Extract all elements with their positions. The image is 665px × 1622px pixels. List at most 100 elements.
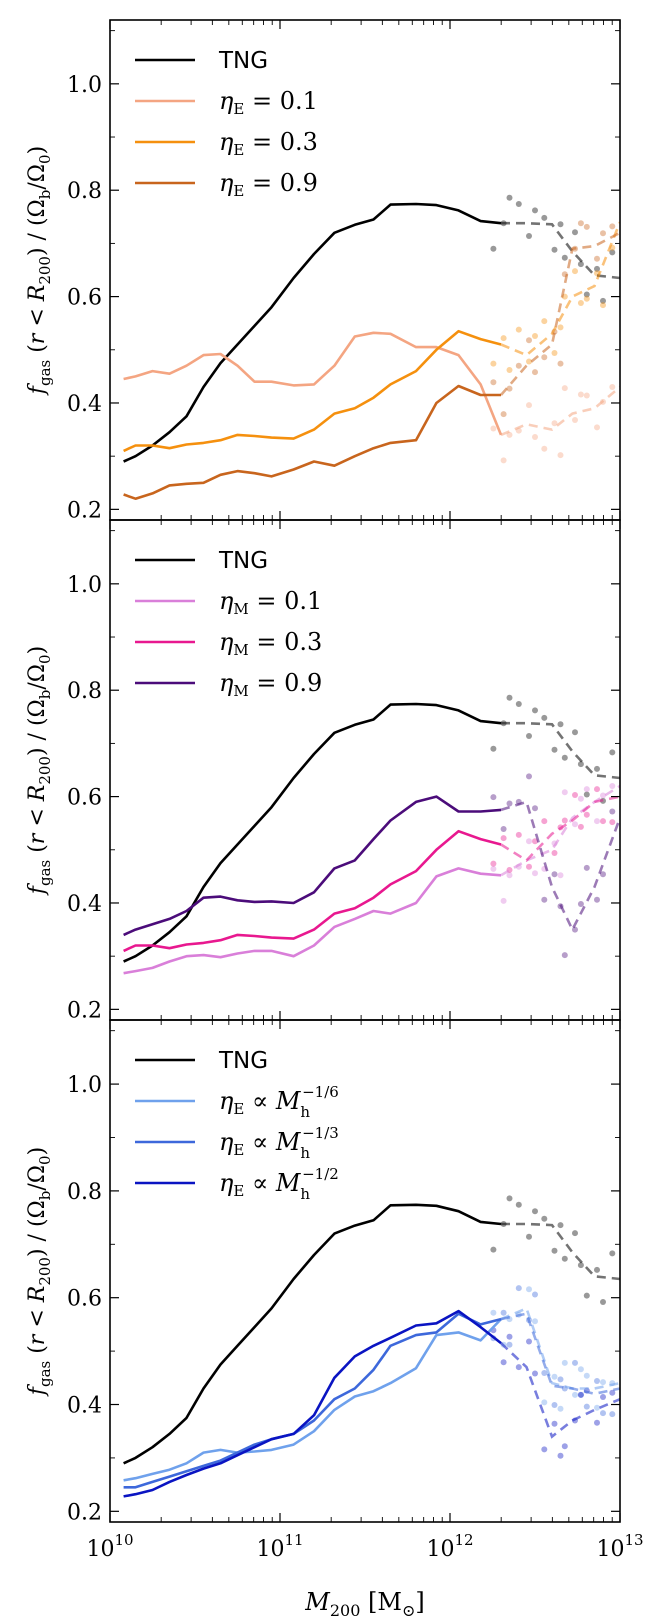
series-dashed-middle-0: [501, 721, 620, 780]
scatter-point: [541, 1215, 548, 1222]
scatter-point: [551, 350, 558, 356]
scatter-point: [561, 254, 568, 261]
scatter-point: [577, 261, 584, 268]
xtick-label-0: 1010: [86, 1531, 133, 1562]
scatter-point: [626, 1396, 632, 1402]
ylabel-bottom: fgas (r < R200) / (Ωb/Ω0): [25, 1147, 54, 1397]
scatter-point: [532, 333, 538, 339]
scatter-point: [583, 864, 590, 871]
legend-label-middle-2: ηM = 0.3: [219, 628, 322, 659]
scatter-point: [626, 256, 632, 262]
scatter-point: [490, 865, 497, 872]
scatter-point: [572, 1391, 578, 1398]
scatter-point: [526, 1233, 532, 1240]
ytick-label-top-2: 0.6: [67, 286, 102, 311]
scatter-point: [577, 795, 584, 802]
scatter-point: [506, 194, 513, 201]
scatter-point: [532, 1208, 538, 1215]
scatter-point: [532, 870, 538, 877]
ylabel-middle: fgas (r < R200) / (Ωb/Ω0): [25, 646, 54, 896]
series-line-middle-2: [123, 829, 502, 953]
legend-label-middle-0: TNG: [218, 548, 268, 574]
scatter-point: [600, 1379, 606, 1386]
scatter-point: [515, 362, 522, 369]
scatter-point: [515, 831, 522, 838]
scatter-point: [541, 214, 548, 221]
scatter-point: [506, 800, 513, 807]
series-line-top-3: [123, 384, 501, 501]
scatter-point: [557, 452, 564, 459]
series-dashed-bottom-2: [500, 1312, 620, 1396]
scatter-point: [541, 818, 548, 825]
legend-label-bottom-0: TNG: [218, 1048, 268, 1074]
scatter-point: [515, 1285, 522, 1292]
scatter-point: [600, 297, 606, 304]
scatter-point: [506, 872, 513, 879]
scatter-point: [490, 860, 497, 867]
scatter-point: [594, 265, 600, 272]
legend-label-top-0: TNG: [218, 48, 268, 74]
scatter-point: [551, 1247, 558, 1254]
scatter-point: [600, 1410, 606, 1417]
scatter-point: [594, 255, 600, 262]
scatter-point: [557, 721, 564, 728]
scatter-point: [572, 792, 578, 798]
scatter-point: [561, 385, 568, 392]
scatter-point: [490, 745, 497, 752]
scatter-point: [572, 417, 578, 423]
scatter-point: [577, 1391, 584, 1398]
legend-label-top-2: ηE = 0.3: [219, 128, 318, 159]
ytick-label-bottom-0: 0.2: [67, 1500, 102, 1525]
scatter-point: [583, 295, 590, 302]
scatter-points-bottom: [490, 1195, 632, 1459]
series-line-middle-3: [123, 795, 502, 937]
scatter-point: [551, 1420, 558, 1427]
scatter-point: [532, 805, 538, 812]
series-dashed-bottom-0: [501, 1222, 620, 1281]
panel-bottom: 0.2 0.4 0.6 0.8 1.0 1010 1011 1012 1013 fgas (r <…: [25, 1019, 644, 1562]
legend-label-bottom-2: ηE ∝ Mh−1/3: [219, 1124, 339, 1162]
scatter-point: [577, 823, 584, 830]
scatter-point: [532, 434, 538, 440]
scatter-point: [572, 1230, 578, 1237]
scatter-point: [609, 783, 616, 789]
scatter-point: [506, 385, 513, 392]
scatter-point: [500, 1309, 507, 1316]
scatter-point: [583, 786, 590, 793]
scatter-point: [490, 245, 497, 252]
ytick-label-top-0: 0.2: [67, 498, 102, 523]
scatter-point: [532, 369, 538, 376]
scatter-point: [506, 694, 513, 701]
scatter-point: [526, 233, 532, 239]
scatter-point: [594, 1266, 600, 1273]
scatter-point: [532, 1370, 538, 1377]
series-line-bottom-1: [123, 1318, 502, 1482]
scatter-point: [594, 424, 600, 431]
scatter-point: [572, 729, 578, 736]
ytick-label-middle-1: 0.4: [67, 892, 102, 917]
series-line-bottom-2: [123, 1312, 502, 1489]
scatter-point: [561, 1443, 568, 1450]
axes-frame-bottom: [109, 1019, 621, 1523]
legend-middle: TNG ηM = 0.1 ηM = 0.3 ηM = 0.9: [135, 548, 322, 700]
series-dashed-middle-3: [500, 800, 620, 933]
scatter-point: [532, 707, 538, 714]
panel-middle: 0.2 0.4 0.6 0.8 1.0 fgas (r < R200) / (Ωb/Ω0)…: [25, 519, 621, 1023]
scatter-point: [583, 1403, 590, 1410]
scatter-point: [583, 791, 590, 798]
scatter-point: [572, 926, 578, 933]
scatter-point: [572, 229, 578, 236]
scatter-point: [541, 318, 548, 325]
scatter-point: [600, 1299, 606, 1305]
scatter-point: [526, 773, 532, 780]
scatter-point: [594, 1404, 600, 1411]
scatter-point: [541, 1399, 548, 1406]
scatter-point: [526, 733, 532, 739]
scatter-point: [609, 1389, 616, 1396]
scatter-point: [594, 1378, 600, 1384]
series-line-middle-1: [123, 867, 502, 975]
legend-label-top-3: ηE = 0.9: [219, 169, 318, 200]
scatter-point: [500, 457, 507, 464]
scatter-point: [577, 1262, 584, 1269]
scatter-point: [583, 1292, 590, 1299]
